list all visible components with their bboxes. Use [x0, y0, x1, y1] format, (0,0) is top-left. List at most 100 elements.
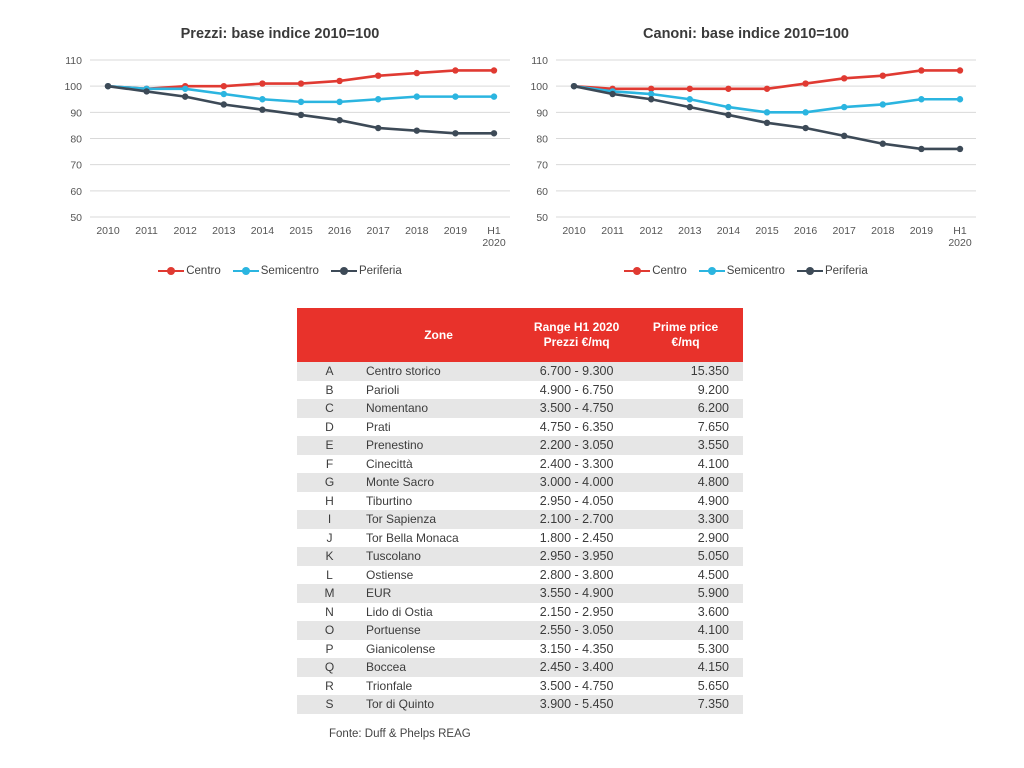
zone-name: Nomentano	[361, 399, 516, 418]
data-point-semicentro	[413, 93, 420, 100]
data-point-periferia	[259, 106, 266, 113]
price-range: 2.200 - 3.050	[515, 436, 639, 455]
data-point-semicentro	[375, 96, 382, 103]
price-range: 3.000 - 4.000	[515, 473, 639, 492]
legend-item-semicentro: Semicentro	[698, 265, 785, 277]
zone-name: Tiburtino	[361, 491, 516, 510]
data-point-semicentro	[725, 103, 732, 111]
legend-label: Centro	[186, 265, 221, 277]
data-point-centro	[297, 80, 305, 87]
canoni-chart: Canoni: base indice 2010=100 50 60 70 80 90 1…	[506, 18, 986, 288]
table-row: S Tor di Quinto 3.900 - 5.450 7.350	[297, 695, 743, 714]
data-point-centro	[648, 85, 655, 92]
data-point-semicentro	[648, 90, 655, 98]
zones-price-table: Zone Range H1 2020 Prezzi €/mq Prime pri…	[297, 308, 743, 714]
data-point-centro	[220, 82, 227, 90]
y-tick-label: 100	[530, 81, 548, 93]
y-tick-label: 80	[70, 134, 82, 146]
data-point-periferia	[452, 130, 459, 137]
prime-price: 7.650	[638, 417, 743, 436]
data-point-semicentro	[686, 96, 693, 103]
table-body: A Centro storico 6.700 - 9.300 15.350 B Pario…	[297, 362, 743, 714]
y-tick-label: 90	[536, 107, 548, 119]
price-range: 2.100 - 2.700	[515, 510, 639, 529]
table-header-row: Zone Range H1 2020 Prezzi €/mq Prime pri…	[297, 308, 743, 362]
data-point-centro	[413, 69, 420, 77]
data-point-semicentro	[763, 109, 771, 116]
zone-code: M	[297, 584, 362, 603]
price-range: 2.950 - 4.050	[515, 491, 639, 510]
x-tick-label-line: 2014	[717, 225, 741, 237]
table-row: M EUR 3.550 - 4.900 5.900	[297, 584, 743, 603]
zone-name: Portuense	[361, 621, 516, 640]
x-tick-label: 2019	[910, 225, 934, 237]
x-tick-label-line: 2015	[289, 225, 313, 237]
data-point-periferia	[686, 103, 693, 111]
data-point-periferia	[609, 90, 616, 98]
x-tick-label: 2014	[717, 225, 741, 237]
legend-swatch	[158, 267, 185, 275]
zone-name: Lido di Ostia	[361, 602, 516, 621]
x-tick-label-line: 2017	[833, 225, 857, 237]
x-tick-label: 2017	[833, 225, 857, 237]
data-point-periferia	[413, 127, 420, 134]
zone-code: R	[297, 676, 362, 695]
table-row: G Monte Sacro 3.000 - 4.000 4.800	[297, 473, 743, 492]
table-row: R Trionfale 3.500 - 4.750 5.650	[297, 676, 743, 695]
y-tick-label: 110	[65, 55, 82, 67]
x-tick-label: 2013	[212, 225, 236, 237]
x-tick-label-line: 2020	[482, 237, 506, 249]
legend-item-semicentro: Semicentro	[232, 265, 319, 277]
zone-code: P	[297, 639, 362, 658]
table-row: I Tor Sapienza 2.100 - 2.700 3.300	[297, 510, 743, 529]
prime-price: 3.550	[638, 436, 743, 455]
x-tick-label-line: 2014	[251, 225, 275, 237]
price-range: 3.900 - 5.450	[515, 695, 639, 714]
x-tick-label: 2018	[871, 225, 895, 237]
zone-name: Tuscolano	[361, 547, 516, 566]
legend-label: Periferia	[824, 265, 868, 277]
x-tick-label: 2016	[328, 225, 352, 237]
x-tick-label-line: H1	[487, 225, 501, 237]
data-point-periferia	[220, 101, 227, 108]
data-point-periferia	[918, 145, 925, 153]
data-point-periferia	[841, 132, 848, 140]
legend-swatch	[796, 267, 823, 275]
data-point-periferia	[570, 82, 578, 90]
zone-code: J	[297, 528, 362, 547]
zone-name: Monte Sacro	[361, 473, 516, 492]
x-tick-label-line: 2011	[135, 225, 158, 237]
x-tick-label-line: 2010	[562, 225, 586, 237]
x-tick-label: 2018	[405, 225, 429, 237]
data-point-periferia	[143, 88, 150, 95]
legend-label: Periferia	[358, 265, 402, 277]
prime-price: 3.300	[638, 510, 743, 529]
table-row: H Tiburtino 2.950 - 4.050 4.900	[297, 491, 743, 510]
x-tick-label-line: 2017	[367, 225, 391, 237]
data-point-centro	[918, 67, 925, 74]
zone-name: Trionfale	[361, 676, 516, 695]
y-tick-label: 60	[70, 186, 82, 198]
prime-price: 4.100	[638, 621, 743, 640]
y-tick-label: 50	[536, 212, 548, 224]
price-range: 2.450 - 3.400	[515, 658, 639, 677]
zone-code: D	[297, 417, 362, 436]
zone-code: A	[297, 362, 362, 381]
y-tick-label: 50	[70, 212, 82, 224]
x-tick-label-line: 2018	[405, 225, 429, 237]
zone-code: B	[297, 380, 362, 399]
prime-price: 5.050	[638, 547, 743, 566]
prime-price: 7.350	[638, 695, 743, 714]
data-point-periferia	[956, 145, 964, 153]
table-row: D Prati 4.750 - 6.350 7.650	[297, 417, 743, 436]
data-point-periferia	[375, 124, 382, 132]
zone-name: Prenestino	[361, 436, 516, 455]
price-range: 2.950 - 3.950	[515, 547, 639, 566]
zone-name: Parioli	[361, 380, 516, 399]
x-tick-label-line: 2013	[212, 225, 236, 237]
zone-code: Q	[297, 658, 362, 677]
table-row: A Centro storico 6.700 - 9.300 15.350	[297, 362, 743, 381]
x-tick-label-line: 2015	[755, 225, 779, 237]
canoni-plot: 50 60 70 80 90 100 110 2010 2011 2012 2013 2014 2015…	[530, 55, 976, 249]
prime-price: 2.900	[638, 528, 743, 547]
